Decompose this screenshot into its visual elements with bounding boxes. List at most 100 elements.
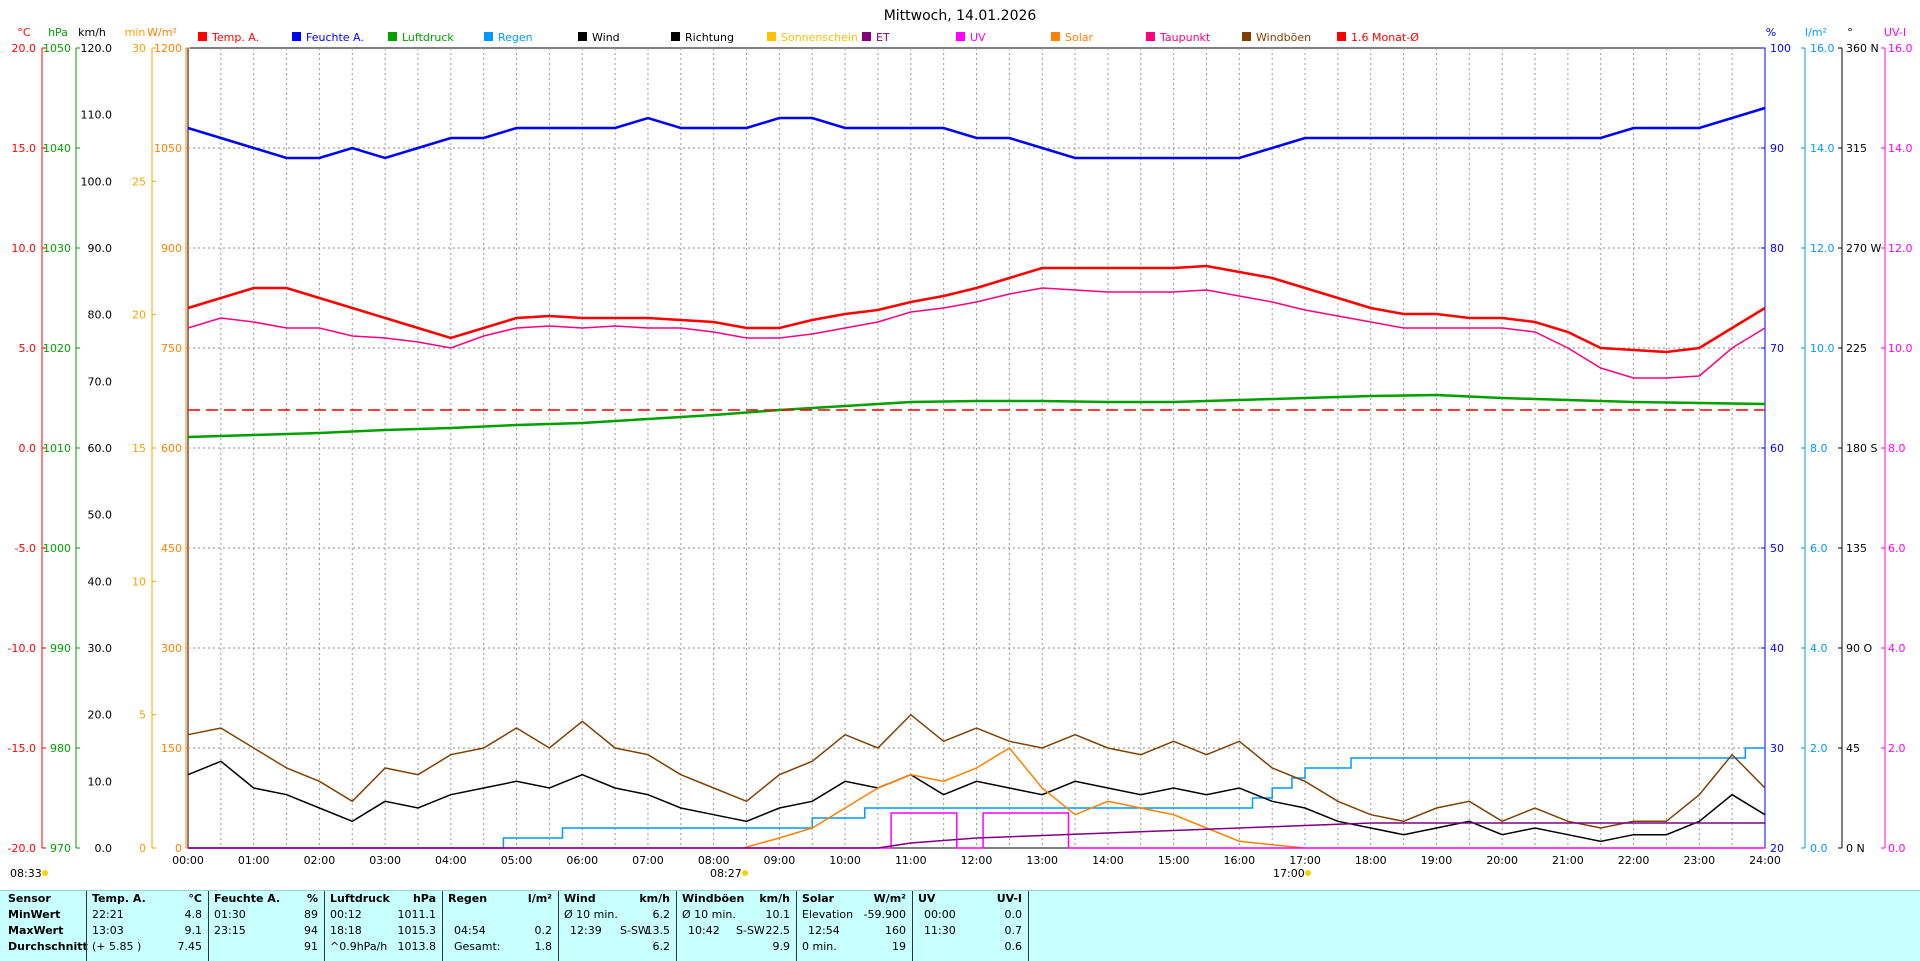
legend-item: Feuchte A. — [306, 31, 364, 44]
tick-label-rain: 2.0 — [1810, 742, 1828, 755]
tick-label-uv: 12.0 — [1888, 242, 1913, 255]
tick-label-press: 970 — [50, 842, 71, 855]
tick-label-rain: 16.0 — [1810, 42, 1835, 55]
x-tick-label: 05:00 — [501, 854, 533, 867]
legend-item: Temp. A. — [211, 31, 259, 44]
tick-label-press: 1030 — [43, 242, 71, 255]
grid — [187, 47, 1766, 849]
series-line — [187, 287, 1766, 379]
tick-label-wind: 70.0 — [88, 375, 113, 388]
tick-label-wind: 80.0 — [88, 309, 113, 322]
legend-swatch — [767, 32, 776, 41]
axis-unit-press: hPa — [48, 26, 68, 39]
sunset-label: 17:00 — [1273, 867, 1305, 880]
tick-label-press: 1040 — [43, 142, 71, 155]
stats-gust: Windböen km/h Ø 10 min. 10.1 10:42 S-SW 22.5… — [682, 892, 790, 953]
stats-header-sensor: Sensor — [8, 892, 51, 905]
legend-item: Taupunkt — [1159, 31, 1211, 44]
x-tick-label: 13:00 — [1026, 854, 1058, 867]
tick-label-uv: 14.0 — [1888, 142, 1913, 155]
tick-label-solar: 1050 — [154, 142, 182, 155]
tick-label-sun: 15 — [132, 442, 146, 455]
tick-label-temp: 20.0 — [12, 42, 37, 55]
stats-wind: Wind km/h Ø 10 min. 6.2 12:39 S-SW 13.5 6.2 — [564, 892, 670, 953]
x-tick-label: 11:00 — [895, 854, 927, 867]
tick-label-press: 1000 — [43, 542, 71, 555]
tick-label-solar: 0 — [175, 842, 182, 855]
legend-swatch — [388, 32, 397, 41]
chart-title: Mittwoch, 14.01.2026 — [884, 8, 1037, 24]
sun-icon — [1305, 870, 1311, 876]
stats-row-headers: Sensor MinWert MaxWert Durchschnitt — [8, 891, 88, 955]
tick-label-hum: 80 — [1770, 242, 1784, 255]
stats-header-max: MaxWert — [8, 924, 64, 937]
tick-label-temp: -5.0 — [15, 542, 36, 555]
tick-label-sun: 25 — [132, 175, 146, 188]
legend-swatch — [1146, 32, 1155, 41]
x-tick-label: 06:00 — [566, 854, 598, 867]
tick-label-rain: 4.0 — [1810, 642, 1828, 655]
stats-solar: Solar W/m² Elevation -59.900 12:54 160 0 mi… — [802, 892, 906, 953]
axes: 00:00 01:00 02:00 03:00 04:00 05:00 06:00 07:00… — [8, 26, 1913, 867]
legend-item: Windböen — [1256, 31, 1311, 44]
x-tick-label: 01:00 — [238, 854, 270, 867]
tick-label-sun: 30 — [132, 42, 146, 55]
legend-swatch — [862, 32, 871, 41]
legend-swatch — [671, 32, 680, 41]
tick-label-temp: 10.0 — [12, 242, 37, 255]
tick-label-rain: 0.0 — [1810, 842, 1828, 855]
legend-swatch — [1051, 32, 1060, 41]
series-line — [187, 393, 1766, 439]
x-tick-label: 19:00 — [1421, 854, 1453, 867]
axis-unit-rain: l/m² — [1805, 26, 1827, 39]
tick-label-wind: 40.0 — [88, 575, 113, 588]
x-tick-label: 03:00 — [369, 854, 401, 867]
tick-label-hum: 90 — [1770, 142, 1784, 155]
tick-label-solar: 750 — [161, 342, 182, 355]
noon-label: 08:27 — [710, 867, 742, 880]
x-tick-label: 04:00 — [435, 854, 467, 867]
tick-label-hum: 30 — [1770, 742, 1784, 755]
x-tick-label: 21:00 — [1552, 854, 1584, 867]
sunrise-label: 08:33 — [10, 867, 42, 880]
tick-label-dir: 135 — [1846, 542, 1867, 555]
legend-item: ET — [876, 31, 890, 44]
legend: Temp. A. Feuchte A. Luftdruck Regen Wind Rich… — [198, 31, 1419, 44]
tick-label-wind: 30.0 — [88, 642, 113, 655]
tick-label-wind: 10.0 — [88, 775, 113, 788]
legend-item: Solar — [1065, 31, 1094, 44]
x-tick-label: 23:00 — [1683, 854, 1715, 867]
tick-label-dir: 360 N — [1846, 42, 1879, 55]
x-tick-label: 10:00 — [829, 854, 861, 867]
tick-label-rain: 12.0 — [1810, 242, 1835, 255]
stats-pressure: Luftdruck hPa 00:12 1011.1 18:18 1015.3 ^0.… — [330, 892, 436, 953]
x-tick-label: 14:00 — [1092, 854, 1124, 867]
tick-label-temp: 5.0 — [19, 342, 37, 355]
x-tick-label: 24:00 — [1749, 854, 1781, 867]
tick-label-sun: 0 — [139, 842, 146, 855]
sun-icon — [742, 870, 748, 876]
tick-label-solar: 1200 — [154, 42, 182, 55]
tick-label-uv: 6.0 — [1888, 542, 1906, 555]
tick-label-wind: 110.0 — [81, 109, 113, 122]
stats-panel: Sensor MinWert MaxWert Durchschnitt Temp… — [0, 890, 1920, 961]
tick-label-dir: 315 — [1846, 142, 1867, 155]
legend-item: Wind — [592, 31, 620, 44]
x-tick-label: 15:00 — [1158, 854, 1190, 867]
legend-item: Richtung — [685, 31, 734, 44]
axis-unit-solar: W/m² — [147, 26, 177, 39]
tick-label-uv: 4.0 — [1888, 642, 1906, 655]
tick-label-wind: 90.0 — [88, 242, 113, 255]
tick-label-rain: 14.0 — [1810, 142, 1835, 155]
tick-label-uv: 10.0 — [1888, 342, 1913, 355]
legend-swatch — [198, 32, 207, 41]
legend-item: 1.6 Monat-Ø — [1351, 31, 1419, 44]
x-tick-label: 20:00 — [1486, 854, 1518, 867]
x-tick-label: 18:00 — [1355, 854, 1387, 867]
tick-label-sun: 5 — [139, 709, 146, 722]
tick-label-dir: 45 — [1846, 742, 1860, 755]
tick-label-temp: -10.0 — [8, 642, 36, 655]
legend-swatch — [292, 32, 301, 41]
tick-label-dir: 90 O — [1846, 642, 1872, 655]
tick-label-solar: 900 — [161, 242, 182, 255]
